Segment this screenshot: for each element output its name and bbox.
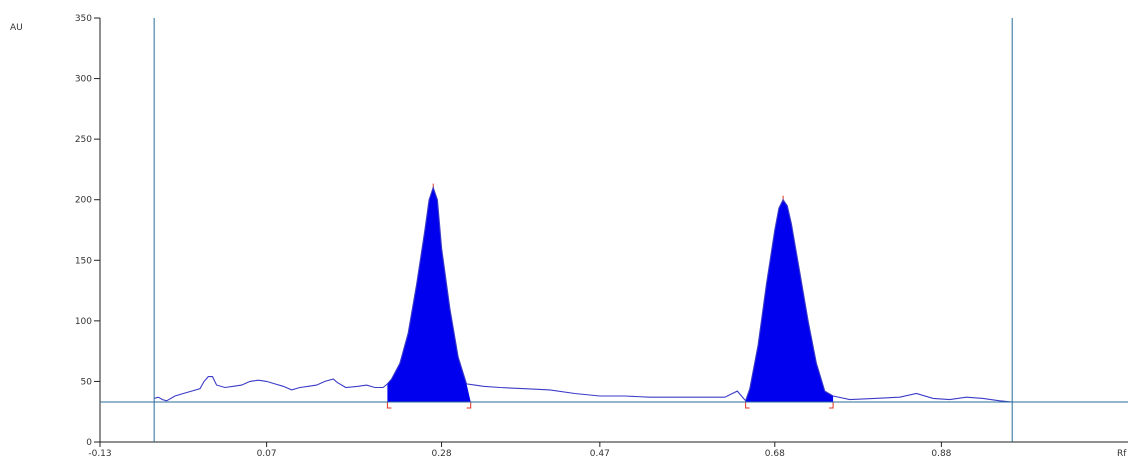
peak-start-bracket <box>745 402 750 409</box>
peak-area <box>745 199 834 403</box>
x-tick-label: -0.13 <box>88 449 111 459</box>
y-tick-label: 200 <box>75 196 92 206</box>
peak-area <box>387 187 471 403</box>
y-tick-label: 350 <box>75 14 92 24</box>
peak-start-bracket <box>386 402 392 409</box>
x-tick-label: 0.88 <box>931 449 951 459</box>
x-tick-label: 0.68 <box>765 449 785 459</box>
peak-end-bracket <box>829 402 834 409</box>
y-tick-label: 100 <box>75 317 92 327</box>
trace-layer <box>153 185 1013 403</box>
x-tick-label: 0.28 <box>432 449 452 459</box>
y-axis-title: AU <box>10 23 23 33</box>
series-line <box>153 185 1013 403</box>
peak-end-bracket <box>466 402 472 409</box>
front-markers <box>100 18 1128 442</box>
x-tick-label: 0.07 <box>257 449 277 459</box>
peak-areas <box>386 183 834 409</box>
y-tick-label: 0 <box>86 438 92 448</box>
y-tick-label: 250 <box>75 135 92 145</box>
y-tick-label: 150 <box>75 256 92 266</box>
y-tick-label: 50 <box>81 377 93 387</box>
axes: 0 50 100 150 200 250 300 350 -0.13 0.07 0.28 0.47 0.… <box>75 14 1128 459</box>
x-tick-label: 0.47 <box>590 449 610 459</box>
x-axis-title: Rf <box>1117 449 1127 459</box>
y-tick-label: 300 <box>75 75 92 85</box>
